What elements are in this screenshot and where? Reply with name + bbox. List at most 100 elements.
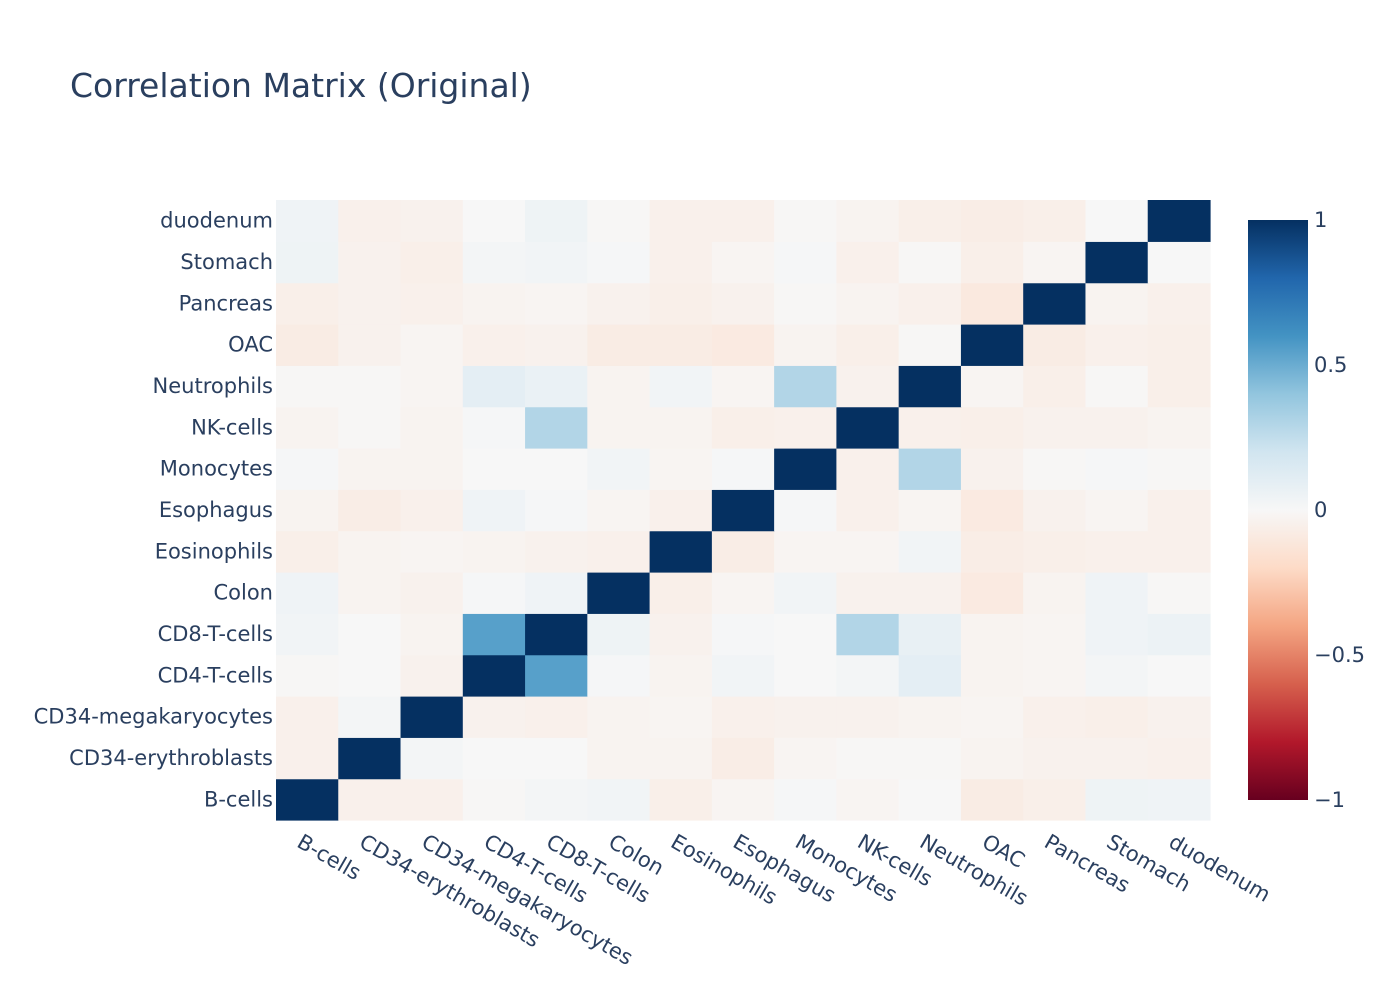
heatmap-cell-Stomach-CD34-megakaryocytes[interactable] <box>400 241 464 284</box>
heatmap-cell-Pancreas-Stomach[interactable] <box>1085 282 1149 325</box>
heatmap-cell-duodenum-B-cells[interactable] <box>276 200 339 242</box>
heatmap-cell-Colon-Neutrophils[interactable] <box>898 572 962 614</box>
heatmap-cell-B-cells-Colon[interactable] <box>587 778 651 821</box>
heatmap-cell-Monocytes-duodenum[interactable] <box>1147 448 1211 490</box>
heatmap-cell-CD4-T-cells-B-cells[interactable] <box>276 654 339 697</box>
heatmap-cell-Pancreas-Pancreas[interactable] <box>1023 282 1087 325</box>
heatmap-cell-Neutrophils-CD34-erythroblasts[interactable] <box>338 365 402 408</box>
heatmap-cell-NK-cells-Pancreas[interactable] <box>1023 406 1087 449</box>
heatmap-cell-duodenum-duodenum[interactable] <box>1147 200 1211 242</box>
heatmap-cell-Neutrophils-Esophagus[interactable] <box>711 365 775 408</box>
heatmap-cell-Pancreas-CD34-megakaryocytes[interactable] <box>400 282 464 325</box>
heatmap-cell-Monocytes-Stomach[interactable] <box>1085 448 1149 490</box>
heatmap-cell-Eosinophils-NK-cells[interactable] <box>836 530 900 573</box>
heatmap-cell-CD34-erythroblasts-B-cells[interactable] <box>276 737 339 780</box>
heatmap-cell-B-cells-CD4-T-cells[interactable] <box>462 778 526 821</box>
heatmap-cell-Pancreas-Monocytes[interactable] <box>774 282 837 325</box>
heatmap-cell-B-cells-Monocytes[interactable] <box>774 778 837 821</box>
heatmap-cell-Monocytes-CD34-megakaryocytes[interactable] <box>400 448 464 490</box>
heatmap-cell-CD34-megakaryocytes-Esophagus[interactable] <box>711 696 775 738</box>
heatmap-cell-CD4-T-cells-Esophagus[interactable] <box>711 654 775 697</box>
heatmap-cell-Eosinophils-Esophagus[interactable] <box>711 530 775 573</box>
heatmap-cell-Stomach-Stomach[interactable] <box>1085 241 1149 284</box>
heatmap-cell-CD4-T-cells-OAC[interactable] <box>960 654 1024 697</box>
heatmap-cell-Colon-CD34-erythroblasts[interactable] <box>338 572 402 614</box>
heatmap-cell-Neutrophils-B-cells[interactable] <box>276 365 339 408</box>
heatmap-cell-CD8-T-cells-CD8-T-cells[interactable] <box>525 613 588 656</box>
heatmap-cell-OAC-CD8-T-cells[interactable] <box>525 324 588 366</box>
heatmap-cell-CD34-erythroblasts-OAC[interactable] <box>960 737 1024 780</box>
heatmap-cell-Neutrophils-CD4-T-cells[interactable] <box>462 365 526 408</box>
heatmap-cell-Stomach-NK-cells[interactable] <box>836 241 900 284</box>
heatmap-cell-Esophagus-B-cells[interactable] <box>276 489 339 532</box>
heatmap-cell-CD34-megakaryocytes-Eosinophils[interactable] <box>649 696 713 738</box>
heatmap-cell-Monocytes-CD8-T-cells[interactable] <box>525 448 588 490</box>
heatmap-cell-CD34-erythroblasts-Eosinophils[interactable] <box>649 737 713 780</box>
heatmap-cell-CD8-T-cells-Colon[interactable] <box>587 613 651 656</box>
heatmap-cell-CD34-erythroblasts-CD34-megakaryocytes[interactable] <box>400 737 464 780</box>
heatmap-cell-CD34-megakaryocytes-Colon[interactable] <box>587 696 651 738</box>
heatmap-cell-B-cells-Neutrophils[interactable] <box>898 778 962 821</box>
heatmap-cell-OAC-CD4-T-cells[interactable] <box>462 324 526 366</box>
heatmap-cell-Neutrophils-Colon[interactable] <box>587 365 651 408</box>
heatmap-cell-CD4-T-cells-Eosinophils[interactable] <box>649 654 713 697</box>
heatmap-cell-Esophagus-CD34-erythroblasts[interactable] <box>338 489 402 532</box>
heatmap-cell-Pancreas-Esophagus[interactable] <box>711 282 775 325</box>
heatmap-cell-B-cells-Stomach[interactable] <box>1085 778 1149 821</box>
heatmap-cell-B-cells-duodenum[interactable] <box>1147 778 1211 821</box>
heatmap-cell-NK-cells-Eosinophils[interactable] <box>649 406 713 449</box>
heatmap-cell-CD4-T-cells-CD34-erythroblasts[interactable] <box>338 654 402 697</box>
heatmap-cell-Esophagus-NK-cells[interactable] <box>836 489 900 532</box>
heatmap-cell-CD34-erythroblasts-Stomach[interactable] <box>1085 737 1149 780</box>
heatmap-cell-Stomach-OAC[interactable] <box>960 241 1024 284</box>
heatmap-cell-CD34-megakaryocytes-CD34-megakaryocytes[interactable] <box>400 696 464 738</box>
heatmap-cell-CD8-T-cells-CD34-megakaryocytes[interactable] <box>400 613 464 656</box>
heatmap-cell-CD34-megakaryocytes-Stomach[interactable] <box>1085 696 1149 738</box>
heatmap-cell-CD4-T-cells-NK-cells[interactable] <box>836 654 900 697</box>
heatmap-cell-CD8-T-cells-B-cells[interactable] <box>276 613 339 656</box>
heatmap-cell-Colon-duodenum[interactable] <box>1147 572 1211 614</box>
heatmap-cell-NK-cells-CD8-T-cells[interactable] <box>525 406 588 449</box>
heatmap-cell-NK-cells-Stomach[interactable] <box>1085 406 1149 449</box>
heatmap-cell-NK-cells-CD34-erythroblasts[interactable] <box>338 406 402 449</box>
heatmap-cell-CD4-T-cells-Colon[interactable] <box>587 654 651 697</box>
heatmap-cell-CD34-erythroblasts-NK-cells[interactable] <box>836 737 900 780</box>
heatmap-cell-duodenum-Stomach[interactable] <box>1085 200 1149 242</box>
heatmap-cell-CD34-megakaryocytes-Neutrophils[interactable] <box>898 696 962 738</box>
heatmap-cell-CD34-megakaryocytes-B-cells[interactable] <box>276 696 339 738</box>
heatmap-cell-OAC-Pancreas[interactable] <box>1023 324 1087 366</box>
heatmap-cell-OAC-Colon[interactable] <box>587 324 651 366</box>
heatmap-cell-NK-cells-Colon[interactable] <box>587 406 651 449</box>
heatmap-cell-Esophagus-Esophagus[interactable] <box>711 489 775 532</box>
heatmap-cell-Monocytes-Monocytes[interactable] <box>774 448 837 490</box>
heatmap-cell-CD34-megakaryocytes-Pancreas[interactable] <box>1023 696 1087 738</box>
heatmap-cell-Monocytes-Pancreas[interactable] <box>1023 448 1087 490</box>
heatmap-cell-Neutrophils-CD34-megakaryocytes[interactable] <box>400 365 464 408</box>
heatmap-cell-Neutrophils-Neutrophils[interactable] <box>898 365 962 408</box>
heatmap-cell-Stomach-CD8-T-cells[interactable] <box>525 241 588 284</box>
heatmap-cell-Esophagus-OAC[interactable] <box>960 489 1024 532</box>
heatmap-cell-Monocytes-OAC[interactable] <box>960 448 1024 490</box>
heatmap-cell-Colon-B-cells[interactable] <box>276 572 339 614</box>
heatmap-cell-B-cells-OAC[interactable] <box>960 778 1024 821</box>
heatmap-cell-Colon-NK-cells[interactable] <box>836 572 900 614</box>
heatmap-cell-CD4-T-cells-Neutrophils[interactable] <box>898 654 962 697</box>
heatmap-cell-CD34-erythroblasts-CD34-erythroblasts[interactable] <box>338 737 402 780</box>
heatmap-cell-Stomach-Esophagus[interactable] <box>711 241 775 284</box>
heatmap-cell-CD34-erythroblasts-Neutrophils[interactable] <box>898 737 962 780</box>
heatmap-cell-Esophagus-Stomach[interactable] <box>1085 489 1149 532</box>
heatmap-cell-Eosinophils-Monocytes[interactable] <box>774 530 837 573</box>
heatmap-cell-CD4-T-cells-Stomach[interactable] <box>1085 654 1149 697</box>
heatmap-cell-CD34-megakaryocytes-CD34-erythroblasts[interactable] <box>338 696 402 738</box>
heatmap-cell-Pancreas-Eosinophils[interactable] <box>649 282 713 325</box>
heatmap-cell-Pancreas-duodenum[interactable] <box>1147 282 1211 325</box>
heatmap-cell-Neutrophils-Stomach[interactable] <box>1085 365 1149 408</box>
heatmap-cell-NK-cells-OAC[interactable] <box>960 406 1024 449</box>
heatmap-cell-B-cells-B-cells[interactable] <box>276 778 339 821</box>
heatmap-cell-duodenum-OAC[interactable] <box>960 200 1024 242</box>
heatmap-cell-CD8-T-cells-Pancreas[interactable] <box>1023 613 1087 656</box>
heatmap-cell-OAC-Stomach[interactable] <box>1085 324 1149 366</box>
heatmap-cell-Eosinophils-Stomach[interactable] <box>1085 530 1149 573</box>
heatmap-cell-Stomach-CD4-T-cells[interactable] <box>462 241 526 284</box>
heatmap-cell-Pancreas-OAC[interactable] <box>960 282 1024 325</box>
